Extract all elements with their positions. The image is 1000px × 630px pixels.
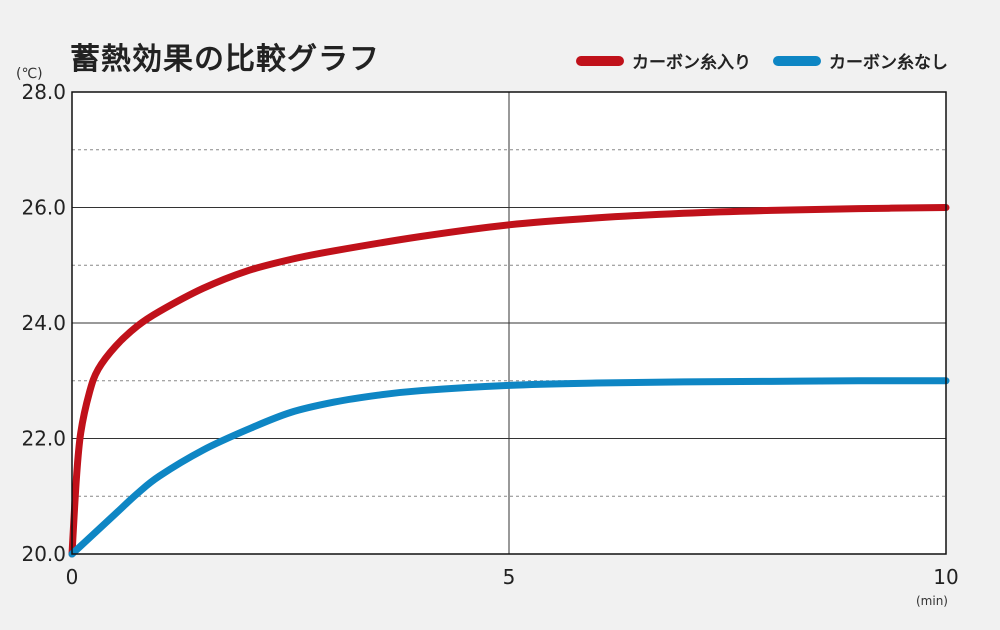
tick-labels: 28.0 26.0 24.0 22.0 20.00 5 10 [21, 80, 958, 589]
chart-title: 蓄熱効果の比較グラフ [70, 42, 380, 77]
series-lines [68, 204, 950, 558]
plot-border [71, 91, 947, 555]
legend-label-carbon: カーボン糸入り [632, 53, 751, 73]
x-tick-label: 5 [503, 565, 516, 589]
x-tick-label: 10 [933, 565, 958, 589]
series-line-no-carbon [68, 377, 950, 558]
y-tick-label: 26.0 [21, 196, 66, 220]
series-line-carbon [68, 204, 950, 558]
legend-label-no-carbon: カーボン糸なし [829, 53, 948, 73]
y-tick-label: 20.0 [21, 542, 66, 566]
x-tick-label: 0 [66, 565, 79, 589]
y-tick-label: 28.0 [21, 80, 66, 104]
y-tick-label: 24.0 [21, 311, 66, 335]
legend-swatch-carbon [576, 55, 624, 66]
legend: カーボン糸入り カーボン糸なし [576, 48, 948, 73]
legend-item-carbon: カーボン糸入り [576, 48, 751, 73]
legend-item-no-carbon: カーボン糸なし [773, 48, 948, 73]
y-axis-unit: (℃) [16, 66, 43, 82]
legend-swatch-no-carbon [773, 55, 821, 66]
y-tick-label: 22.0 [21, 427, 66, 451]
x-axis-unit: (min) [916, 594, 948, 608]
